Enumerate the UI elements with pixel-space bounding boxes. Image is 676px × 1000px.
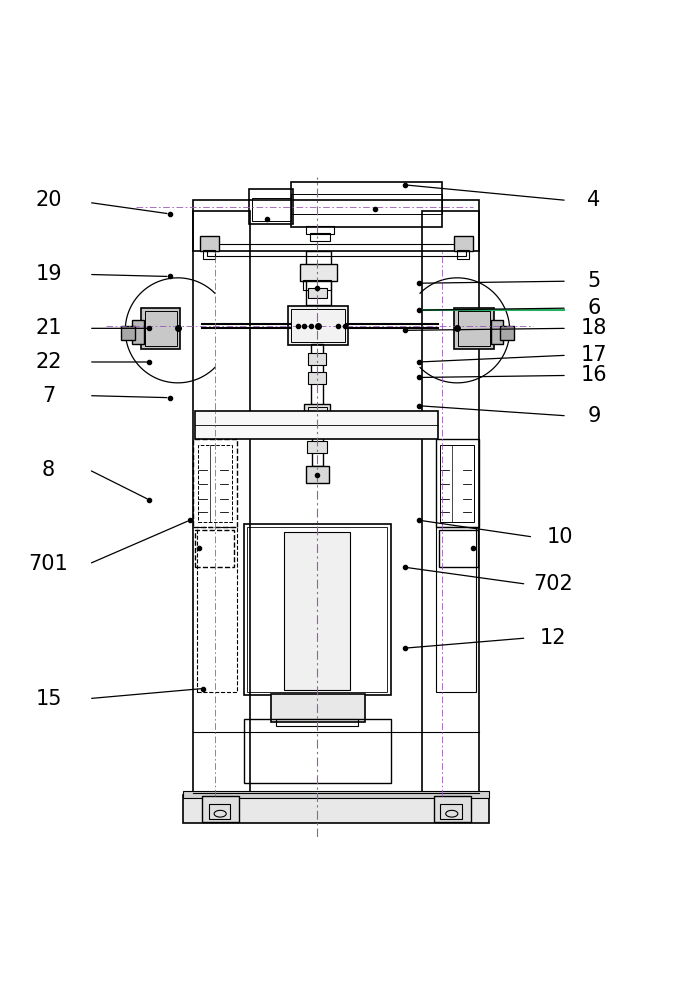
- Bar: [440, 804, 462, 819]
- Text: 5: 5: [587, 271, 600, 291]
- Bar: [252, 198, 291, 221]
- Bar: [141, 308, 180, 349]
- Bar: [299, 264, 337, 281]
- Text: 15: 15: [35, 689, 62, 709]
- Bar: [440, 445, 474, 522]
- Text: 17: 17: [581, 345, 607, 365]
- Bar: [304, 404, 330, 426]
- Bar: [291, 309, 345, 342]
- Bar: [287, 306, 348, 345]
- Bar: [439, 530, 478, 567]
- Bar: [454, 308, 493, 349]
- Bar: [306, 251, 331, 305]
- Bar: [491, 320, 503, 344]
- Bar: [200, 236, 219, 251]
- Bar: [276, 719, 358, 726]
- Bar: [303, 280, 331, 290]
- Bar: [306, 466, 329, 483]
- Text: 702: 702: [533, 574, 573, 594]
- Bar: [193, 211, 251, 796]
- Bar: [422, 211, 479, 796]
- Bar: [307, 441, 327, 453]
- Bar: [457, 250, 469, 259]
- Bar: [291, 182, 442, 227]
- Text: 22: 22: [35, 352, 62, 372]
- Bar: [308, 407, 327, 423]
- Bar: [193, 200, 479, 251]
- Text: 21: 21: [35, 318, 62, 338]
- Bar: [183, 795, 489, 823]
- Bar: [306, 226, 334, 234]
- Bar: [193, 439, 237, 527]
- Bar: [291, 194, 442, 214]
- Bar: [500, 326, 514, 340]
- Bar: [195, 411, 437, 439]
- Text: 7: 7: [42, 386, 55, 406]
- Text: 4: 4: [587, 190, 600, 210]
- Bar: [247, 527, 387, 692]
- Bar: [197, 527, 237, 692]
- Bar: [308, 372, 326, 384]
- Text: 6: 6: [587, 298, 600, 318]
- Text: 12: 12: [540, 628, 566, 648]
- Text: 9: 9: [587, 406, 600, 426]
- Bar: [249, 189, 293, 224]
- Bar: [244, 524, 391, 695]
- Bar: [435, 439, 479, 527]
- Text: 10: 10: [547, 527, 573, 547]
- Bar: [203, 250, 216, 259]
- Text: 20: 20: [35, 190, 62, 210]
- Bar: [132, 320, 144, 344]
- Bar: [207, 244, 466, 256]
- Bar: [284, 532, 350, 690]
- Bar: [198, 445, 232, 522]
- Bar: [145, 311, 177, 346]
- Bar: [183, 791, 489, 798]
- Bar: [209, 804, 231, 819]
- Bar: [244, 719, 391, 783]
- Bar: [433, 796, 470, 822]
- Bar: [311, 344, 323, 406]
- Bar: [270, 694, 365, 722]
- Text: 18: 18: [581, 318, 607, 338]
- Text: 19: 19: [35, 264, 62, 284]
- Bar: [435, 527, 476, 692]
- Bar: [310, 233, 330, 241]
- Text: 701: 701: [28, 554, 68, 574]
- Bar: [454, 236, 473, 251]
- Bar: [308, 288, 327, 298]
- Text: 16: 16: [581, 365, 607, 385]
- Bar: [312, 425, 322, 466]
- Text: 8: 8: [42, 460, 55, 480]
- Bar: [308, 353, 326, 365]
- Bar: [202, 796, 239, 822]
- Bar: [195, 530, 234, 567]
- Bar: [121, 326, 135, 340]
- Bar: [458, 311, 490, 346]
